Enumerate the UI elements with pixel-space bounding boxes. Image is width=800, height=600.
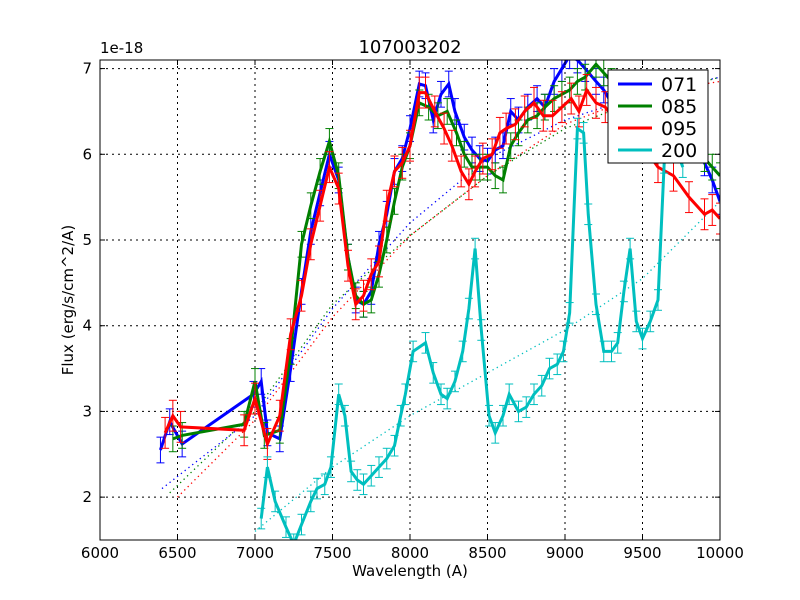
legend-label-071: 071 bbox=[661, 74, 697, 96]
y-offset-label: 1e-18 bbox=[100, 39, 143, 57]
y-tick-label: 6 bbox=[82, 145, 92, 163]
x-tick-label: 6000 bbox=[81, 544, 119, 562]
y-tick-label: 4 bbox=[82, 317, 92, 335]
y-tick-label: 5 bbox=[82, 231, 92, 249]
legend-label-085: 085 bbox=[661, 96, 697, 118]
data-series bbox=[156, 60, 720, 540]
y-tick-label: 7 bbox=[82, 60, 92, 78]
y-tick-label: 2 bbox=[82, 488, 92, 506]
legend-label-095: 095 bbox=[661, 118, 697, 140]
axis-ticks: 6000 6500 7000 7500 8000 8500 9000 9500 10000 2 3 4… bbox=[81, 60, 744, 562]
x-tick-label: 8000 bbox=[391, 544, 429, 562]
x-tick-label: 7000 bbox=[236, 544, 274, 562]
fit-line-085 bbox=[169, 76, 720, 494]
y-axis-label: Flux (erg/s/cm^2/A) bbox=[59, 225, 77, 376]
x-tick-label: 7500 bbox=[313, 544, 351, 562]
y-tick-label: 3 bbox=[82, 402, 92, 420]
line-200 bbox=[259, 123, 685, 540]
fit-line-071 bbox=[161, 76, 720, 490]
chart-title: 107003202 bbox=[358, 37, 461, 58]
series-095 bbox=[161, 74, 720, 460]
x-axis-label: Wavelength (A) bbox=[352, 562, 468, 580]
x-tick-label: 6500 bbox=[158, 544, 196, 562]
x-tick-label: 9000 bbox=[546, 544, 584, 562]
x-tick-label: 8500 bbox=[468, 544, 506, 562]
line-085 bbox=[172, 62, 720, 441]
x-tick-label: 10000 bbox=[696, 544, 744, 562]
x-tick-label: 9500 bbox=[623, 544, 661, 562]
line-095 bbox=[163, 86, 720, 449]
legend-label-200: 200 bbox=[661, 140, 697, 162]
